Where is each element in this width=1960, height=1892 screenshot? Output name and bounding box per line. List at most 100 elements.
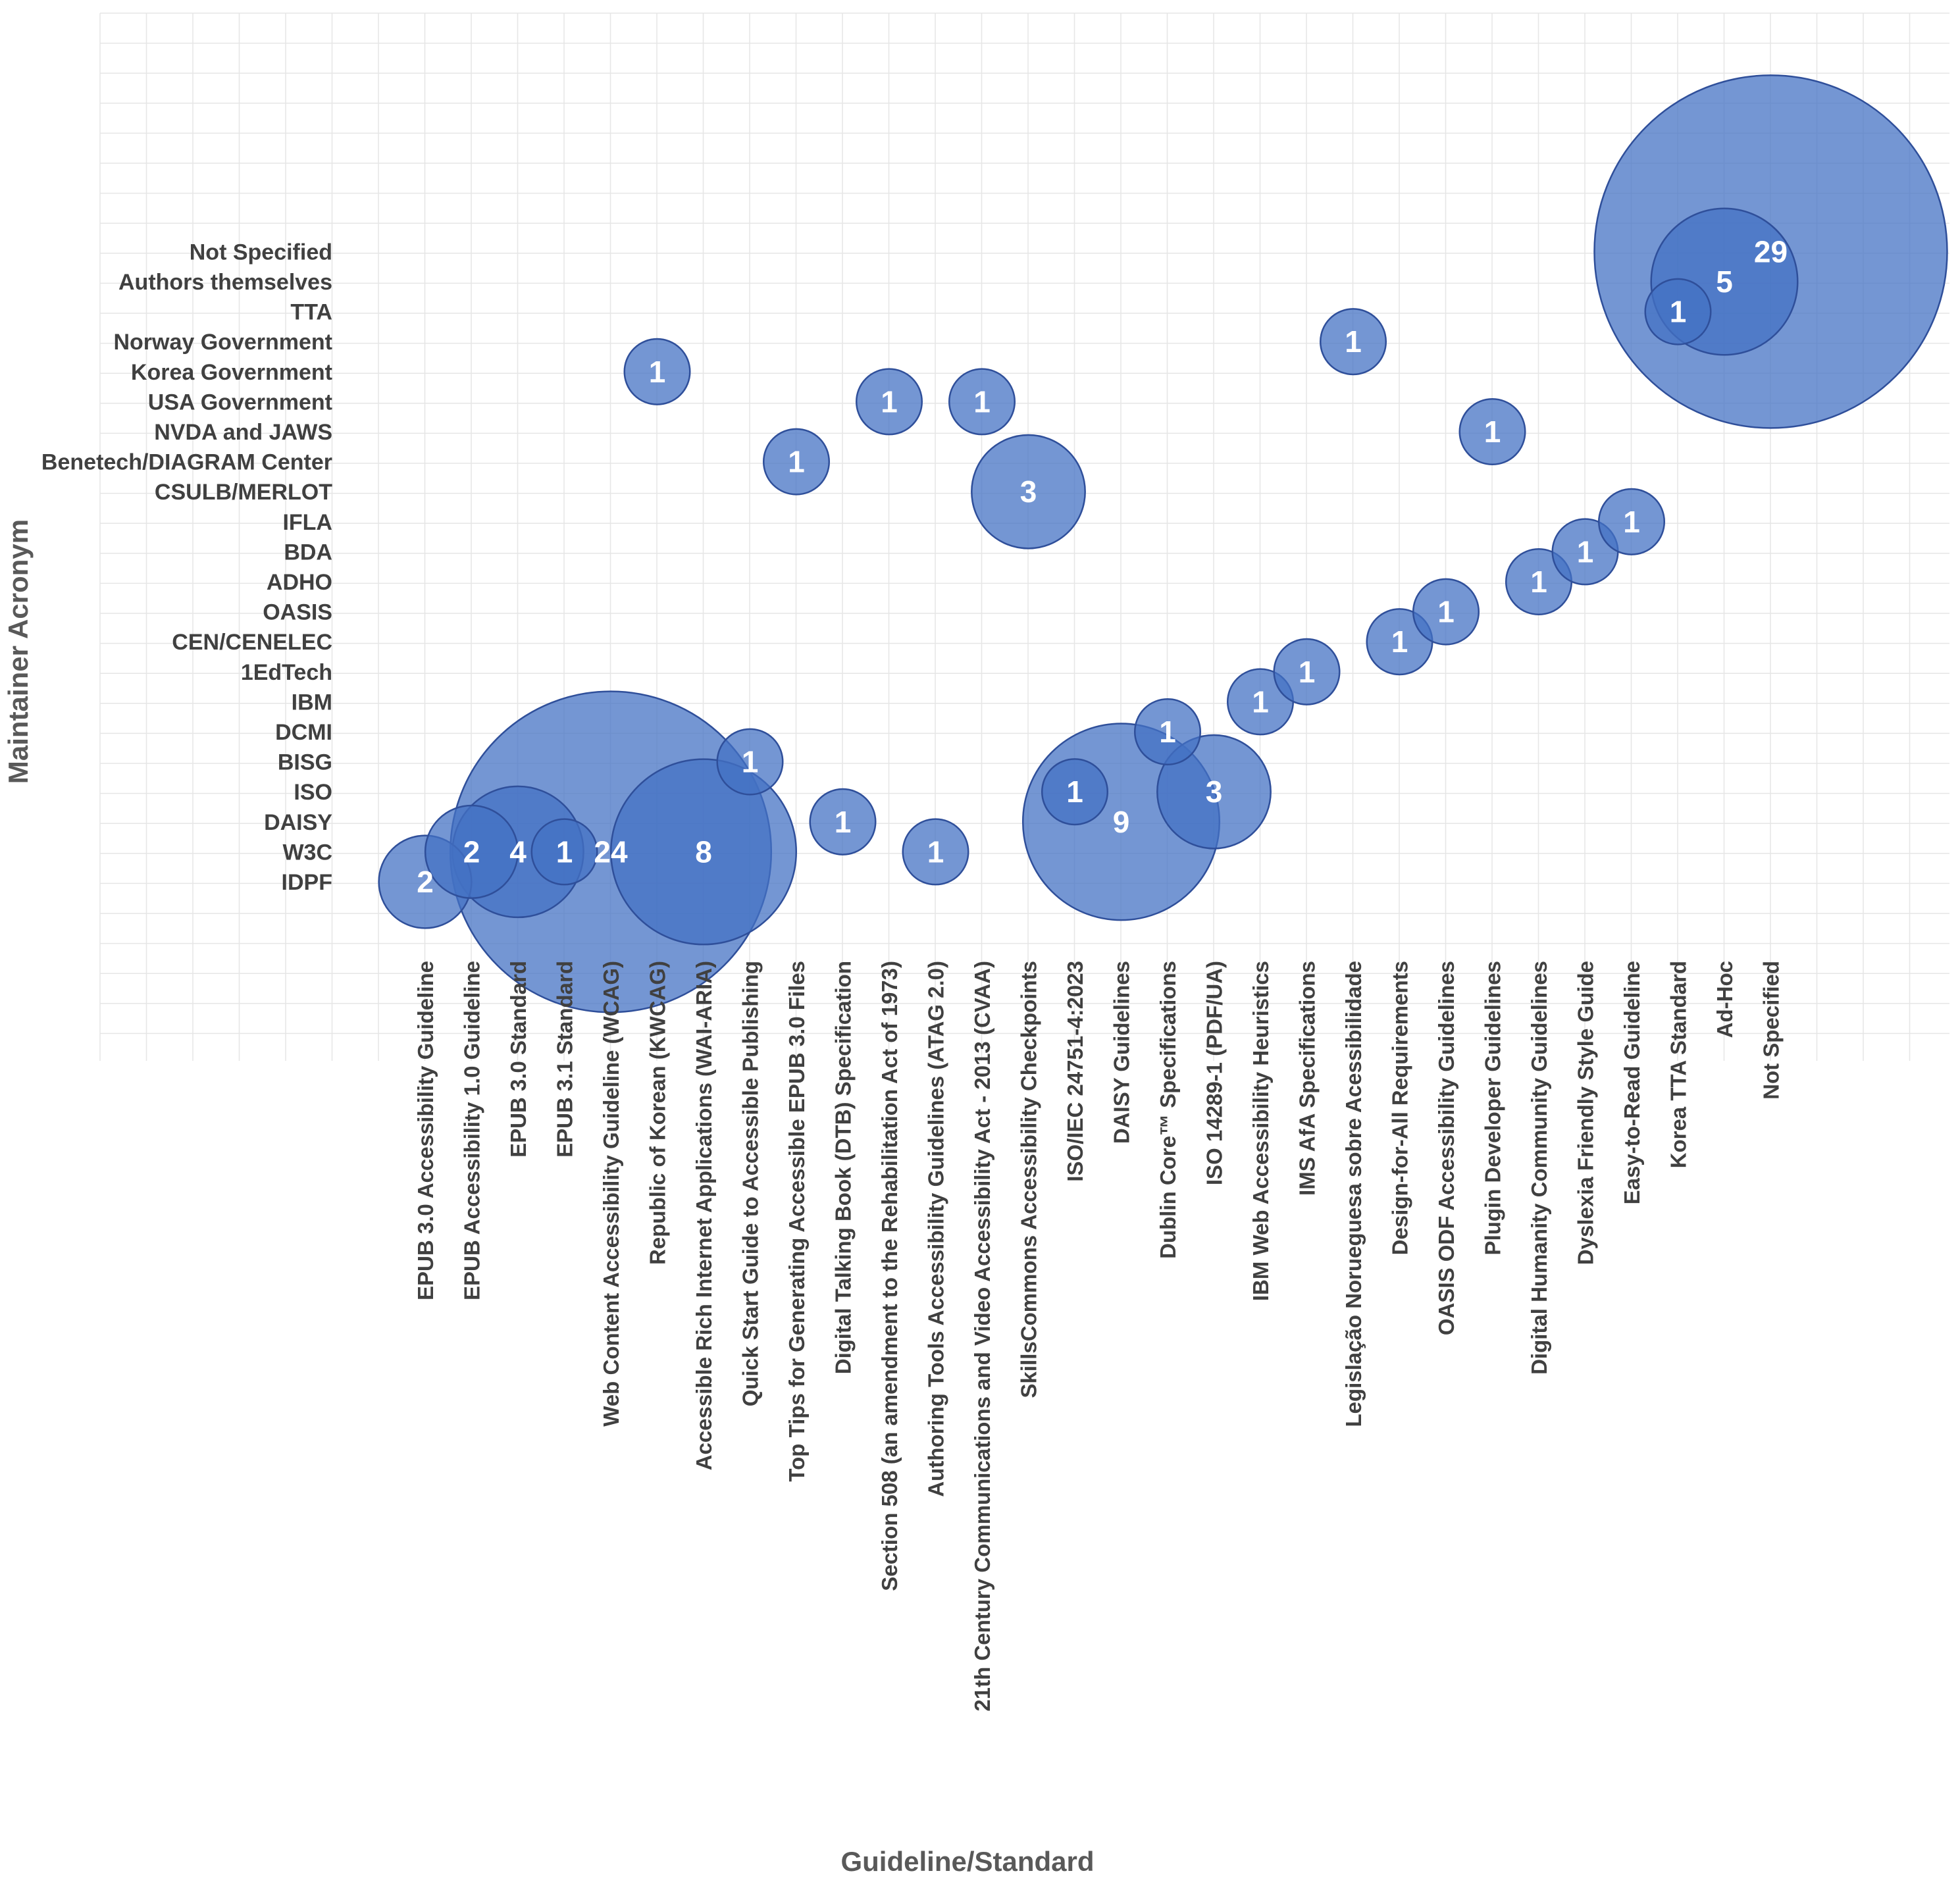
y-tick-label: ISO xyxy=(294,780,332,805)
bubble xyxy=(1412,578,1480,646)
y-tick-label: DCMI xyxy=(275,720,332,745)
bubble-data-label: 5 xyxy=(1716,265,1733,299)
x-tick-label: ISO/IEC 24751-4:2023 xyxy=(1063,961,1087,1182)
bubble xyxy=(809,788,877,856)
bubble-data-label: 9 xyxy=(1113,805,1130,839)
x-tick-label: Plugin Developer Guidelines xyxy=(1481,961,1505,1255)
y-tick-label: NVDA and JAWS xyxy=(154,420,332,445)
y-tick-label: CEN/CENELEC xyxy=(172,630,332,655)
bubble xyxy=(424,804,519,900)
bubble xyxy=(609,758,798,946)
bubble-data-label: 1 xyxy=(1530,565,1547,599)
bubble xyxy=(1041,758,1109,826)
y-tick-label: Benetech/DIAGRAM Center xyxy=(41,450,332,475)
y-tick-label: CSULB/MERLOT xyxy=(155,480,332,505)
x-tick-label: Web Content Accessibility Guideline (WCA… xyxy=(599,961,623,1427)
y-tick-label: Authors themselves xyxy=(118,270,332,295)
y-tick-label: IDPF xyxy=(282,870,332,895)
x-tick-label: DAISY Guidelines xyxy=(1110,961,1134,1144)
y-tick-label: ADHO xyxy=(267,570,332,595)
x-tick-label: EPUB Accessibility 1.0 Guideline xyxy=(460,961,484,1300)
bubble-data-label: 1 xyxy=(1299,655,1316,689)
bubble-data-label: 1 xyxy=(1437,595,1455,629)
bubble-data-label: 4 xyxy=(509,834,527,869)
bubble xyxy=(948,368,1016,436)
bubble xyxy=(902,818,969,886)
x-tick-label: Digital Humanity Community Guidelines xyxy=(1527,961,1551,1375)
x-tick-label: SkillsCommons Accessibility Checkpoints xyxy=(1017,961,1041,1398)
bubble-data-label: 1 xyxy=(649,355,666,389)
y-tick-label: Norway Government xyxy=(113,330,332,355)
bubble-data-label: 1 xyxy=(556,834,573,869)
x-tick-label: Top Tips for Generating Accessible EPUB … xyxy=(785,961,809,1482)
bubble xyxy=(1156,734,1272,850)
y-tick-label: Not Specified xyxy=(190,240,332,265)
bubble-data-label: 1 xyxy=(881,384,898,419)
bubble-data-label: 8 xyxy=(695,834,712,869)
y-tick-label: TTA xyxy=(290,300,332,325)
bubble-data-label: 2 xyxy=(463,834,480,869)
y-tick-label: BISG xyxy=(278,750,332,775)
y-tick-label: Korea Government xyxy=(131,360,332,385)
x-tick-label: Authoring Tools Accessibility Guidelines… xyxy=(924,961,948,1497)
bubble-data-label: 3 xyxy=(1020,474,1037,509)
bubble-data-label: 29 xyxy=(1754,234,1788,268)
bubble-data-label: 1 xyxy=(1159,715,1176,749)
bubble-data-label: 24 xyxy=(594,834,628,869)
y-tick-label: IFLA xyxy=(282,510,332,535)
bubble-data-label: 1 xyxy=(742,745,759,779)
y-tick-label: DAISY xyxy=(264,810,332,835)
x-tick-label: EPUB 3.0 Accessibility Guideline xyxy=(413,961,438,1300)
y-tick-label: W3C xyxy=(282,840,332,865)
y-axis-tick-labels: IDPF W3C DAISY ISO BISG DCMI IBM 1EdTech CEN/CEN… xyxy=(41,240,332,895)
bubble xyxy=(716,728,784,796)
x-axis-title: Guideline/Standard xyxy=(840,1846,1094,1877)
bubble xyxy=(1597,488,1666,555)
x-tick-label: Easy-to-Read Guideline xyxy=(1620,961,1644,1204)
bubble-data-label: 1 xyxy=(1623,505,1640,539)
bubble xyxy=(530,818,598,886)
x-tick-label: IBM Web Accessibility Heuristics xyxy=(1249,961,1273,1301)
bubble-data-label: 1 xyxy=(835,805,852,839)
bubble xyxy=(1133,698,1202,766)
y-tick-label: OASIS xyxy=(263,600,332,625)
x-tick-label: ISO 14289-1 (PDF/UA) xyxy=(1202,961,1227,1185)
x-tick-label: IMS AfA Specifications xyxy=(1295,961,1320,1196)
y-tick-label: USA Government xyxy=(148,390,332,415)
bubble-data-label: 1 xyxy=(1252,684,1269,719)
y-tick-label: BDA xyxy=(284,540,332,565)
bubble-data-label: 1 xyxy=(1391,625,1408,659)
x-tick-label: Legislação Norueguesa sobre Acessibilida… xyxy=(1341,961,1366,1427)
bubble xyxy=(623,338,691,405)
bubble-data-label: 3 xyxy=(1206,775,1223,809)
bubble-data-label: 1 xyxy=(1670,295,1687,329)
bubble-data-label: 1 xyxy=(1577,534,1594,569)
bubble-data-label: 1 xyxy=(1345,324,1362,359)
x-tick-label: 21th Century Communications and Video Ac… xyxy=(970,961,994,1712)
x-tick-label: Accessible Rich Internet Applications (W… xyxy=(692,961,716,1470)
bubble-data-label: 1 xyxy=(1484,415,1501,449)
x-tick-label: Dyslexia Friendly Style Guide xyxy=(1574,961,1598,1265)
x-axis-tick-labels: EPUB 3.0 Accessibility Guideline EPUB Acc… xyxy=(413,961,1784,1712)
bubble xyxy=(1458,397,1526,466)
bubble xyxy=(1273,638,1341,705)
x-tick-label: EPUB 3.0 Standard xyxy=(506,961,530,1158)
bubble xyxy=(762,428,831,496)
bubble-data-label: 2 xyxy=(417,865,434,899)
x-tick-label: Republic of Korean (KWCAG) xyxy=(646,961,670,1265)
x-tick-label: OASIS ODF Accessibility Guidelines xyxy=(1434,961,1458,1335)
bubble xyxy=(855,368,923,436)
bubble-data-label: 1 xyxy=(788,445,805,479)
y-axis-title: Maintainer Acronym xyxy=(3,519,34,784)
bubble-data-label: 1 xyxy=(927,834,944,869)
y-tick-label: 1EdTech xyxy=(241,660,332,685)
x-tick-label: Section 508 (an amendment to the Rehabil… xyxy=(877,961,902,1591)
bubble xyxy=(1319,308,1387,376)
bubble xyxy=(971,434,1086,550)
y-tick-label: IBM xyxy=(292,690,332,715)
x-tick-label: Digital Talking Book (DTB) Specification xyxy=(831,961,856,1374)
bubble xyxy=(1644,278,1712,345)
x-tick-label: Dublin Core™ Specifications xyxy=(1156,961,1180,1259)
